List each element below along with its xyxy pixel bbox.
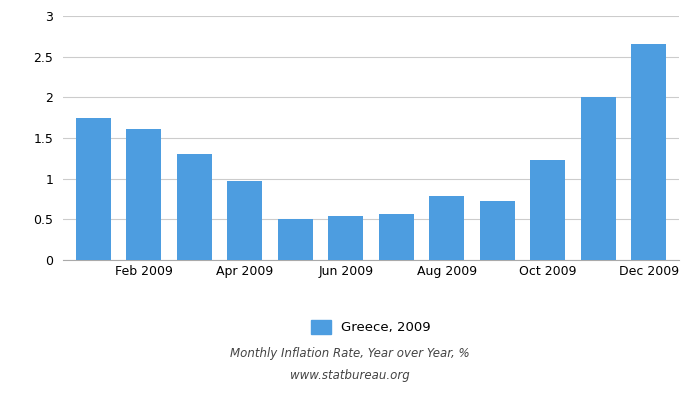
Bar [76,118,111,260]
Bar [176,154,212,260]
Bar [480,201,515,260]
Bar [429,196,464,260]
Bar [328,216,363,260]
Bar [227,181,262,260]
Bar [379,214,414,260]
Bar [580,97,616,260]
Bar [631,44,666,260]
Bar [278,219,313,260]
Text: Monthly Inflation Rate, Year over Year, %: Monthly Inflation Rate, Year over Year, … [230,348,470,360]
Bar [530,160,566,260]
Text: www.statbureau.org: www.statbureau.org [290,370,410,382]
Bar [126,129,162,260]
Legend: Greece, 2009: Greece, 2009 [311,320,431,334]
